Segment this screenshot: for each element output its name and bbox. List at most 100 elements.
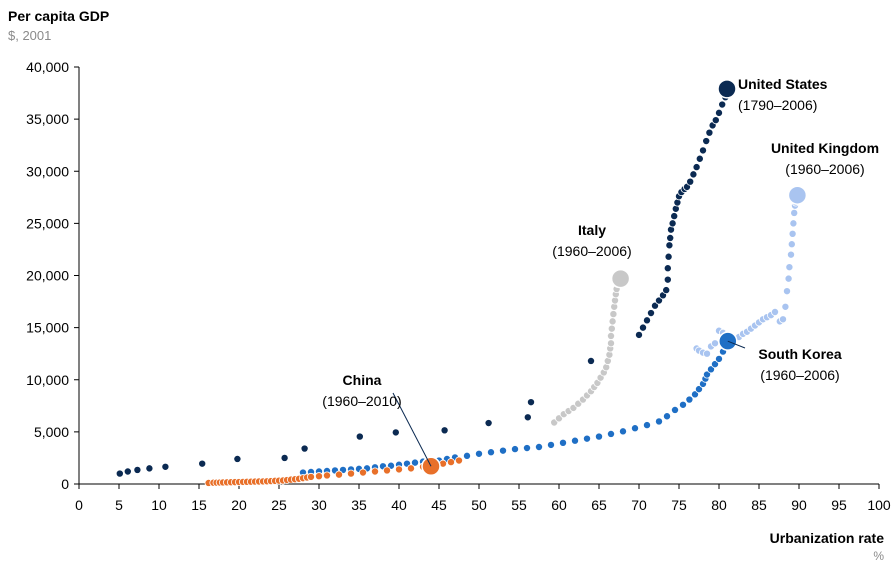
china-point: [346, 469, 355, 478]
china-point: [314, 472, 323, 481]
united-states-point: [663, 264, 672, 273]
x-tick-label: 45: [431, 497, 447, 513]
united-states-label: United States: [738, 76, 828, 92]
united-states-point: [133, 465, 142, 474]
south-korea-point: [703, 370, 712, 379]
united-kingdom-point: [781, 302, 790, 311]
x-tick-label: 40: [391, 497, 407, 513]
united-states-point: [484, 419, 493, 428]
united-states-point: [665, 241, 674, 250]
y-tick-label: 30,000: [26, 163, 69, 179]
x-tick-label: 10: [151, 497, 167, 513]
united-states-point: [692, 163, 701, 172]
united-kingdom-point: [787, 250, 796, 259]
x-axis-title: Urbanization rate: [769, 530, 884, 546]
y-tick-label: 35,000: [26, 111, 69, 127]
china-point: [370, 467, 379, 476]
south-korea-point: [474, 449, 483, 458]
china-point: [358, 468, 367, 477]
south-korea-point: [607, 429, 616, 438]
china-label: China: [343, 372, 382, 388]
south-korea-label: South Korea: [758, 346, 841, 362]
united-kingdom-label: United Kingdom: [771, 140, 879, 156]
china-point: [322, 471, 331, 480]
south-korea-point: [595, 432, 604, 441]
united-kingdom-point: [711, 339, 720, 348]
china-point: [406, 464, 415, 473]
south-korea-point: [498, 446, 507, 455]
south-korea-point: [410, 458, 419, 467]
y-axis-title: Per capita GDP: [8, 8, 110, 24]
south-korea-point: [462, 451, 471, 460]
china-point: [306, 472, 315, 481]
x-tick-label: 90: [791, 497, 807, 513]
united-states-end-marker: [717, 79, 737, 99]
south-korea-point: [679, 400, 688, 409]
south-korea-point: [571, 436, 580, 445]
x-tick-label: 55: [511, 497, 527, 513]
x-tick-label: 20: [231, 497, 247, 513]
x-axis-unit: %: [873, 549, 884, 563]
china-point: [382, 466, 391, 475]
axes: 0 5,000 10,000 15,000 20,000 25,000 30,000 35,0…: [26, 59, 891, 513]
united-states-point: [145, 464, 154, 473]
united-states-point: [686, 177, 695, 186]
y-tick-label: 40,000: [26, 59, 69, 75]
united-states-point: [647, 309, 656, 318]
united-states-point: [523, 413, 532, 422]
united-states-point: [705, 128, 714, 137]
united-kingdom-point: [789, 219, 798, 228]
united-states-point: [161, 462, 170, 471]
united-states-point: [233, 454, 242, 463]
united-kingdom-point: [784, 274, 793, 283]
y-tick-label: 25,000: [26, 215, 69, 231]
united-states-point: [355, 432, 364, 441]
x-tick-label: 25: [271, 497, 287, 513]
south-korea-leader-line: [727, 340, 746, 349]
y-tick-label: 0: [61, 476, 69, 492]
south-korea-period-label: (1960–2006): [760, 367, 839, 383]
italy-period-label: (1960–2006): [552, 243, 631, 259]
south-korea-point: [510, 445, 519, 454]
x-tick-label: 30: [311, 497, 327, 513]
united-states-point: [300, 444, 309, 453]
united-states-point: [280, 453, 289, 462]
chart-marks: [115, 79, 808, 487]
y-tick-label: 15,000: [26, 320, 69, 336]
x-tick-label: 80: [711, 497, 727, 513]
south-korea-point: [655, 417, 664, 426]
united-states-point: [123, 467, 132, 476]
italy-point: [608, 317, 617, 326]
united-states-point: [115, 469, 124, 478]
united-states-point: [440, 426, 449, 435]
x-tick-label: 70: [631, 497, 647, 513]
x-tick-label: 100: [867, 497, 891, 513]
south-korea-point: [523, 444, 532, 453]
south-korea-point: [559, 438, 568, 447]
united-kingdom-point: [771, 307, 780, 316]
united-states-point: [662, 286, 671, 295]
china-point: [454, 456, 463, 465]
x-tick-label: 0: [75, 497, 83, 513]
x-tick-label: 65: [591, 497, 607, 513]
x-tick-label: 50: [471, 497, 487, 513]
south-korea-point: [663, 412, 672, 421]
united-states-point: [663, 275, 672, 284]
united-states-point: [702, 137, 711, 146]
united-states-point: [587, 356, 596, 365]
united-states-point: [643, 316, 652, 325]
united-states-point: [635, 330, 644, 339]
united-states-point: [527, 398, 536, 407]
united-states-point: [689, 170, 698, 179]
y-tick-label: 20,000: [26, 268, 69, 284]
united-states-point: [651, 301, 660, 310]
south-korea-point: [711, 360, 720, 369]
united-states-point: [666, 233, 675, 242]
china-point: [446, 458, 455, 467]
italy-end-marker: [610, 268, 631, 289]
italy-point: [609, 310, 618, 319]
south-korea-point: [707, 365, 716, 374]
united-states-point: [639, 323, 648, 332]
x-tick-label: 85: [751, 497, 767, 513]
